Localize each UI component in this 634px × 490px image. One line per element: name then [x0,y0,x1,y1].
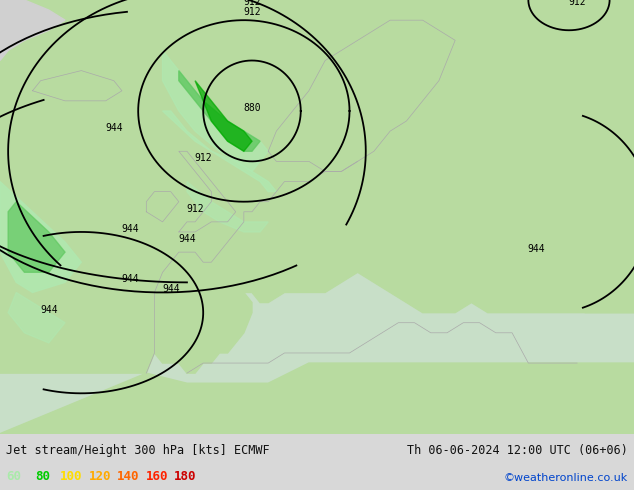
Polygon shape [423,0,634,313]
Text: 944: 944 [40,305,58,315]
Text: 944: 944 [527,244,545,254]
Text: Jet stream/Height 300 hPa [kts] ECMWF: Jet stream/Height 300 hPa [kts] ECMWF [6,444,270,457]
Text: 944: 944 [121,274,139,284]
Polygon shape [8,293,65,343]
Text: 912: 912 [243,0,261,7]
Polygon shape [0,181,81,293]
Polygon shape [8,202,65,272]
Text: 100: 100 [60,470,82,483]
Polygon shape [162,50,268,172]
Polygon shape [0,363,634,434]
Text: 120: 120 [89,470,111,483]
Text: 160: 160 [146,470,168,483]
Polygon shape [179,71,260,151]
Text: 912: 912 [243,7,261,17]
Polygon shape [187,181,268,232]
Polygon shape [155,293,252,373]
Text: 944: 944 [105,123,122,133]
Polygon shape [162,111,276,192]
Polygon shape [32,71,122,101]
Polygon shape [0,0,65,60]
Text: 912: 912 [568,0,586,7]
Text: 944: 944 [178,234,196,244]
Polygon shape [268,20,472,172]
Text: 944: 944 [121,224,139,234]
Text: Th 06-06-2024 12:00 UTC (06+06): Th 06-06-2024 12:00 UTC (06+06) [407,444,628,457]
Text: 912: 912 [186,204,204,214]
Polygon shape [260,20,390,151]
Polygon shape [179,151,244,232]
Text: 80: 80 [35,470,50,483]
Polygon shape [195,81,252,151]
Text: 880: 880 [243,103,261,113]
Text: 912: 912 [195,153,212,163]
Polygon shape [146,181,179,222]
Text: 140: 140 [117,470,139,483]
Polygon shape [0,0,634,373]
Text: 180: 180 [174,470,197,483]
Text: 60: 60 [6,470,22,483]
Text: 944: 944 [162,285,179,294]
Text: ©weatheronline.co.uk: ©weatheronline.co.uk [503,473,628,483]
Polygon shape [171,106,179,111]
